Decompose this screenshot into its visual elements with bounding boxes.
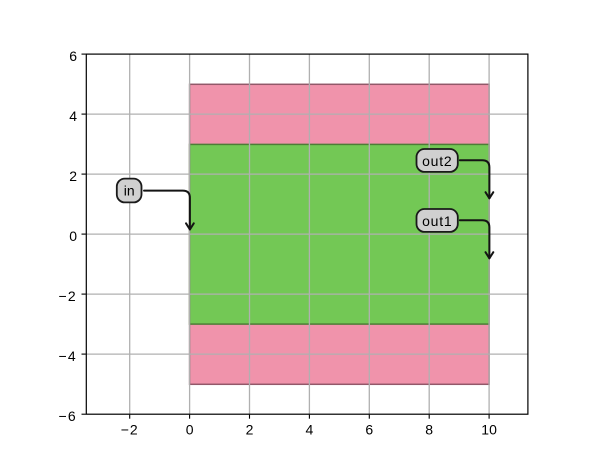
svg-text:−4: −4	[58, 348, 77, 364]
svg-text:−2: −2	[121, 421, 139, 437]
svg-text:out2: out2	[422, 153, 452, 169]
svg-text:−6: −6	[58, 408, 77, 424]
svg-text:2: 2	[69, 168, 77, 184]
svg-text:10: 10	[481, 421, 497, 437]
svg-text:0: 0	[186, 421, 194, 437]
svg-text:4: 4	[306, 421, 314, 437]
svg-text:6: 6	[365, 421, 373, 437]
svg-text:4: 4	[69, 108, 77, 124]
svg-text:2: 2	[246, 421, 254, 437]
svg-text:0: 0	[69, 228, 77, 244]
svg-text:out1: out1	[422, 213, 452, 229]
svg-text:−2: −2	[58, 288, 77, 304]
svg-text:8: 8	[425, 421, 433, 437]
svg-text:6: 6	[69, 48, 77, 64]
svg-text:in: in	[124, 182, 135, 198]
